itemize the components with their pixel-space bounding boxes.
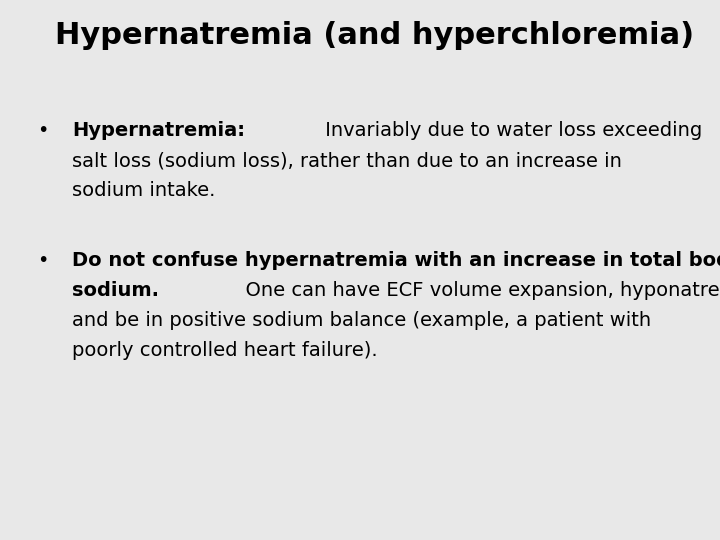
Text: poorly controlled heart failure).: poorly controlled heart failure). bbox=[72, 341, 377, 360]
Text: •: • bbox=[37, 251, 48, 270]
Text: sodium.: sodium. bbox=[72, 281, 159, 300]
Text: Do not confuse hypernatremia with an increase in total body: Do not confuse hypernatremia with an inc… bbox=[72, 251, 720, 270]
Text: One can have ECF volume expansion, hyponatremia,: One can have ECF volume expansion, hypon… bbox=[233, 281, 720, 300]
Text: salt loss (sodium loss), rather than due to an increase in: salt loss (sodium loss), rather than due… bbox=[72, 151, 622, 170]
Text: sodium intake.: sodium intake. bbox=[72, 181, 215, 200]
Text: Invariably due to water loss exceeding: Invariably due to water loss exceeding bbox=[319, 121, 702, 140]
Text: Hypernatremia (and hyperchloremia): Hypernatremia (and hyperchloremia) bbox=[55, 21, 694, 50]
Text: and be in positive sodium balance (example, a patient with: and be in positive sodium balance (examp… bbox=[72, 311, 651, 330]
Text: •: • bbox=[37, 121, 48, 140]
Text: Hypernatremia:: Hypernatremia: bbox=[72, 121, 245, 140]
